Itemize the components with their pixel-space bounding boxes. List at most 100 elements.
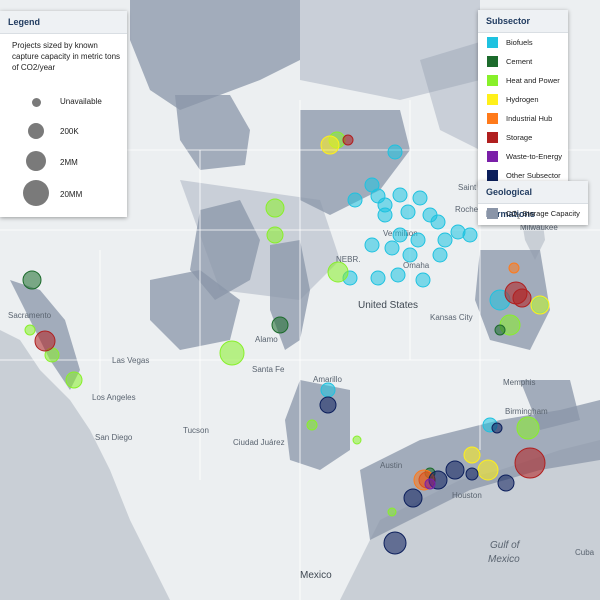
project-marker[interactable]	[327, 261, 349, 283]
project-marker[interactable]	[266, 226, 284, 244]
project-marker[interactable]	[530, 295, 550, 315]
place-label: Santa Fe	[252, 365, 285, 374]
place-label: Mexico	[300, 570, 332, 581]
place-label: Gulf of	[490, 540, 521, 551]
subsector-label: Hydrogen	[506, 95, 539, 104]
project-marker[interactable]	[65, 371, 83, 389]
project-marker[interactable]	[477, 459, 499, 481]
project-marker[interactable]	[271, 316, 289, 334]
project-marker[interactable]	[402, 247, 418, 263]
project-marker[interactable]	[491, 422, 503, 434]
project-marker[interactable]	[392, 187, 408, 203]
place-label: Houston	[452, 491, 482, 500]
project-marker[interactable]	[463, 446, 481, 464]
project-marker[interactable]	[384, 240, 400, 256]
geological-legend: Geological Formations CO2 Storage Capaci…	[478, 181, 588, 225]
project-marker[interactable]	[22, 270, 42, 290]
place-label: Rochester	[455, 205, 492, 214]
legend-description: Projects sized by known capture capacity…	[12, 41, 121, 72]
project-marker[interactable]	[352, 435, 362, 445]
project-marker[interactable]	[392, 227, 408, 243]
subsector-swatch	[487, 75, 498, 86]
place-label: Tucson	[183, 426, 209, 435]
storage-capacity-label: CO2 Storage Capacity	[506, 209, 580, 221]
project-marker[interactable]	[377, 207, 393, 223]
project-marker[interactable]	[383, 531, 407, 555]
place-label: Amarillo	[313, 375, 342, 384]
place-label: Memphis	[503, 378, 535, 387]
subsector-label: Other Subsector	[506, 171, 561, 180]
project-marker[interactable]	[465, 467, 479, 481]
project-marker[interactable]	[306, 419, 318, 431]
geo-title: Geological Formations	[478, 181, 588, 219]
pacific-ocean	[0, 330, 170, 600]
project-marker[interactable]	[410, 232, 426, 248]
place-label: Saint Paul	[458, 183, 495, 192]
project-marker[interactable]	[412, 190, 428, 206]
size-label: Unavailable	[60, 97, 102, 106]
size-dot	[23, 180, 49, 206]
project-marker[interactable]	[445, 460, 465, 480]
geo-label-rest: Storage Capacity	[520, 209, 580, 218]
size-dot	[32, 98, 41, 107]
subsector-item: Hydrogen	[478, 90, 568, 109]
project-marker[interactable]	[514, 447, 546, 479]
gulf-of-mexico	[340, 440, 600, 600]
project-marker[interactable]	[24, 324, 36, 336]
legend-panel: Legend Projects sized by known capture c…	[0, 11, 127, 217]
subsector-label: Waste-to-Energy	[506, 152, 562, 161]
size-dot	[28, 123, 44, 139]
subsector-swatch	[487, 37, 498, 48]
size-label: 2MM	[60, 158, 78, 167]
place-label: Omaha	[403, 261, 430, 270]
place-label: Sacramento	[8, 311, 52, 320]
project-marker[interactable]	[462, 227, 478, 243]
project-marker[interactable]	[494, 324, 506, 336]
geo-label-sub: 2	[517, 214, 521, 221]
project-marker[interactable]	[364, 237, 380, 253]
legend-title: Legend	[0, 11, 127, 34]
project-marker[interactable]	[387, 507, 397, 517]
project-marker[interactable]	[320, 135, 340, 155]
subsector-item: Other Subsector	[478, 166, 568, 185]
size-row: 2MM	[0, 151, 127, 183]
size-row: Unavailable	[0, 95, 127, 125]
project-marker[interactable]	[403, 488, 423, 508]
project-marker[interactable]	[342, 134, 354, 146]
storage-capacity-swatch	[487, 208, 498, 219]
subsector-label: Biofuels	[506, 38, 533, 47]
project-marker[interactable]	[320, 382, 336, 398]
project-marker[interactable]	[516, 416, 540, 440]
project-marker[interactable]	[319, 396, 337, 414]
size-row: 20MM	[0, 180, 127, 213]
size-label: 20MM	[60, 190, 83, 199]
place-label: NEBR.	[336, 255, 360, 264]
project-marker[interactable]	[400, 204, 416, 220]
project-marker[interactable]	[508, 262, 520, 274]
subsector-swatch	[487, 132, 498, 143]
project-marker[interactable]	[370, 270, 386, 286]
project-marker[interactable]	[415, 272, 431, 288]
geological-formations	[10, 0, 600, 540]
project-marker[interactable]	[347, 192, 363, 208]
project-marker[interactable]	[432, 247, 448, 263]
place-label: Alamo	[255, 335, 278, 344]
project-marker[interactable]	[219, 340, 245, 366]
place-label: Las Vegas	[112, 356, 149, 365]
place-label: Cuba	[575, 548, 595, 557]
project-marker[interactable]	[387, 144, 403, 160]
project-marker[interactable]	[34, 330, 56, 352]
project-marker[interactable]	[512, 288, 532, 308]
subsector-item: Biofuels	[478, 33, 568, 52]
place-label: Kansas City	[430, 313, 473, 322]
project-marker[interactable]	[390, 267, 406, 283]
size-dot	[26, 151, 46, 171]
project-marker[interactable]	[265, 198, 285, 218]
project-marker[interactable]	[437, 232, 453, 248]
project-marker[interactable]	[497, 474, 515, 492]
place-label: Ciudad Juárez	[233, 438, 285, 447]
place-label: Austin	[380, 461, 402, 470]
project-marker[interactable]	[424, 478, 436, 490]
subsector-item: Cement	[478, 52, 568, 71]
project-marker[interactable]	[430, 214, 446, 230]
